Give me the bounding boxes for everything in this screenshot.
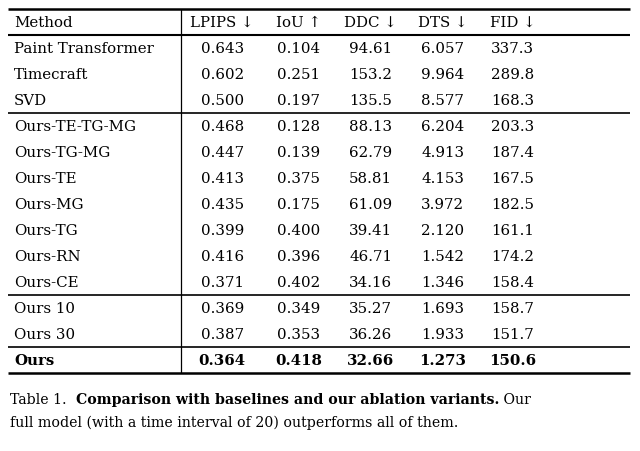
Text: 0.468: 0.468 [201, 120, 244, 133]
Text: 61.09: 61.09 [349, 198, 392, 212]
Text: full model (with a time interval of 20) outperforms all of them.: full model (with a time interval of 20) … [10, 414, 458, 429]
Text: 167.5: 167.5 [491, 172, 534, 186]
Text: DDC ↓: DDC ↓ [344, 16, 397, 30]
Text: 94.61: 94.61 [349, 42, 392, 56]
Text: 6.204: 6.204 [421, 120, 465, 133]
Text: Timecraft: Timecraft [14, 68, 88, 82]
Text: 0.643: 0.643 [201, 42, 244, 56]
Text: 0.399: 0.399 [201, 224, 244, 238]
Text: IoU ↑: IoU ↑ [276, 16, 321, 30]
Text: 289.8: 289.8 [491, 68, 534, 82]
Text: 3.972: 3.972 [421, 198, 465, 212]
Text: LPIPS ↓: LPIPS ↓ [191, 16, 254, 30]
Text: Ours 10: Ours 10 [14, 301, 75, 315]
Text: 1.542: 1.542 [421, 249, 464, 263]
Text: 0.375: 0.375 [277, 172, 320, 186]
Text: 36.26: 36.26 [349, 327, 392, 341]
Text: 1.933: 1.933 [421, 327, 465, 341]
Text: 0.387: 0.387 [201, 327, 244, 341]
Text: Ours-CE: Ours-CE [14, 276, 79, 290]
Text: 153.2: 153.2 [349, 68, 392, 82]
Text: 62.79: 62.79 [349, 146, 392, 160]
Text: 0.402: 0.402 [277, 276, 320, 290]
Text: 337.3: 337.3 [491, 42, 534, 56]
Text: 168.3: 168.3 [491, 94, 534, 108]
Text: 0.500: 0.500 [201, 94, 244, 108]
Text: 0.104: 0.104 [277, 42, 320, 56]
Text: 0.371: 0.371 [201, 276, 244, 290]
Text: 1.273: 1.273 [419, 353, 467, 367]
Text: 0.349: 0.349 [277, 301, 320, 315]
Text: 158.7: 158.7 [491, 301, 534, 315]
Text: 88.13: 88.13 [349, 120, 392, 133]
Text: 2.120: 2.120 [421, 224, 465, 238]
Text: 150.6: 150.6 [489, 353, 536, 367]
Text: Ours-MG: Ours-MG [14, 198, 83, 212]
Text: 34.16: 34.16 [349, 276, 392, 290]
Text: 4.913: 4.913 [421, 146, 465, 160]
Text: 0.416: 0.416 [201, 249, 244, 263]
Text: 46.71: 46.71 [349, 249, 392, 263]
Text: DTS ↓: DTS ↓ [418, 16, 468, 30]
Text: Ours: Ours [14, 353, 54, 367]
Text: 151.7: 151.7 [491, 327, 534, 341]
Text: 0.418: 0.418 [275, 353, 322, 367]
Text: 203.3: 203.3 [491, 120, 534, 133]
Text: Table 1.: Table 1. [10, 392, 76, 406]
Text: 135.5: 135.5 [349, 94, 392, 108]
Text: 0.175: 0.175 [277, 198, 320, 212]
Text: Our: Our [499, 392, 531, 406]
Text: 0.251: 0.251 [277, 68, 320, 82]
Text: 0.602: 0.602 [201, 68, 244, 82]
Text: 39.41: 39.41 [349, 224, 392, 238]
Text: 1.693: 1.693 [421, 301, 465, 315]
Text: 0.139: 0.139 [277, 146, 320, 160]
Text: Ours-TE: Ours-TE [14, 172, 77, 186]
Text: 161.1: 161.1 [491, 224, 534, 238]
Text: 0.364: 0.364 [198, 353, 246, 367]
Text: 58.81: 58.81 [349, 172, 392, 186]
Text: 0.128: 0.128 [277, 120, 320, 133]
Text: 158.4: 158.4 [491, 276, 534, 290]
Text: Comparison with baselines and our ablation variants.: Comparison with baselines and our ablati… [76, 392, 499, 406]
Text: Ours-TG-MG: Ours-TG-MG [14, 146, 110, 160]
Text: 0.400: 0.400 [277, 224, 320, 238]
Text: 0.353: 0.353 [277, 327, 320, 341]
Text: 6.057: 6.057 [421, 42, 464, 56]
Text: FID ↓: FID ↓ [490, 16, 535, 30]
Text: 35.27: 35.27 [349, 301, 392, 315]
Text: 0.369: 0.369 [201, 301, 244, 315]
Text: SVD: SVD [14, 94, 47, 108]
Text: Paint Transformer: Paint Transformer [14, 42, 154, 56]
Text: 9.964: 9.964 [421, 68, 465, 82]
Text: Method: Method [14, 16, 72, 30]
Text: 0.413: 0.413 [201, 172, 244, 186]
Text: 182.5: 182.5 [491, 198, 534, 212]
Text: Ours-RN: Ours-RN [14, 249, 81, 263]
Text: 174.2: 174.2 [491, 249, 534, 263]
Text: 32.66: 32.66 [347, 353, 394, 367]
Text: Ours-TE-TG-MG: Ours-TE-TG-MG [14, 120, 136, 133]
Text: Ours 30: Ours 30 [14, 327, 75, 341]
Text: 4.153: 4.153 [421, 172, 464, 186]
Text: 187.4: 187.4 [491, 146, 534, 160]
Text: 0.197: 0.197 [277, 94, 320, 108]
Text: 1.346: 1.346 [421, 276, 465, 290]
Text: 8.577: 8.577 [421, 94, 464, 108]
Text: 0.447: 0.447 [201, 146, 244, 160]
Text: Ours-TG: Ours-TG [14, 224, 77, 238]
Text: 0.396: 0.396 [277, 249, 320, 263]
Text: 0.435: 0.435 [201, 198, 244, 212]
